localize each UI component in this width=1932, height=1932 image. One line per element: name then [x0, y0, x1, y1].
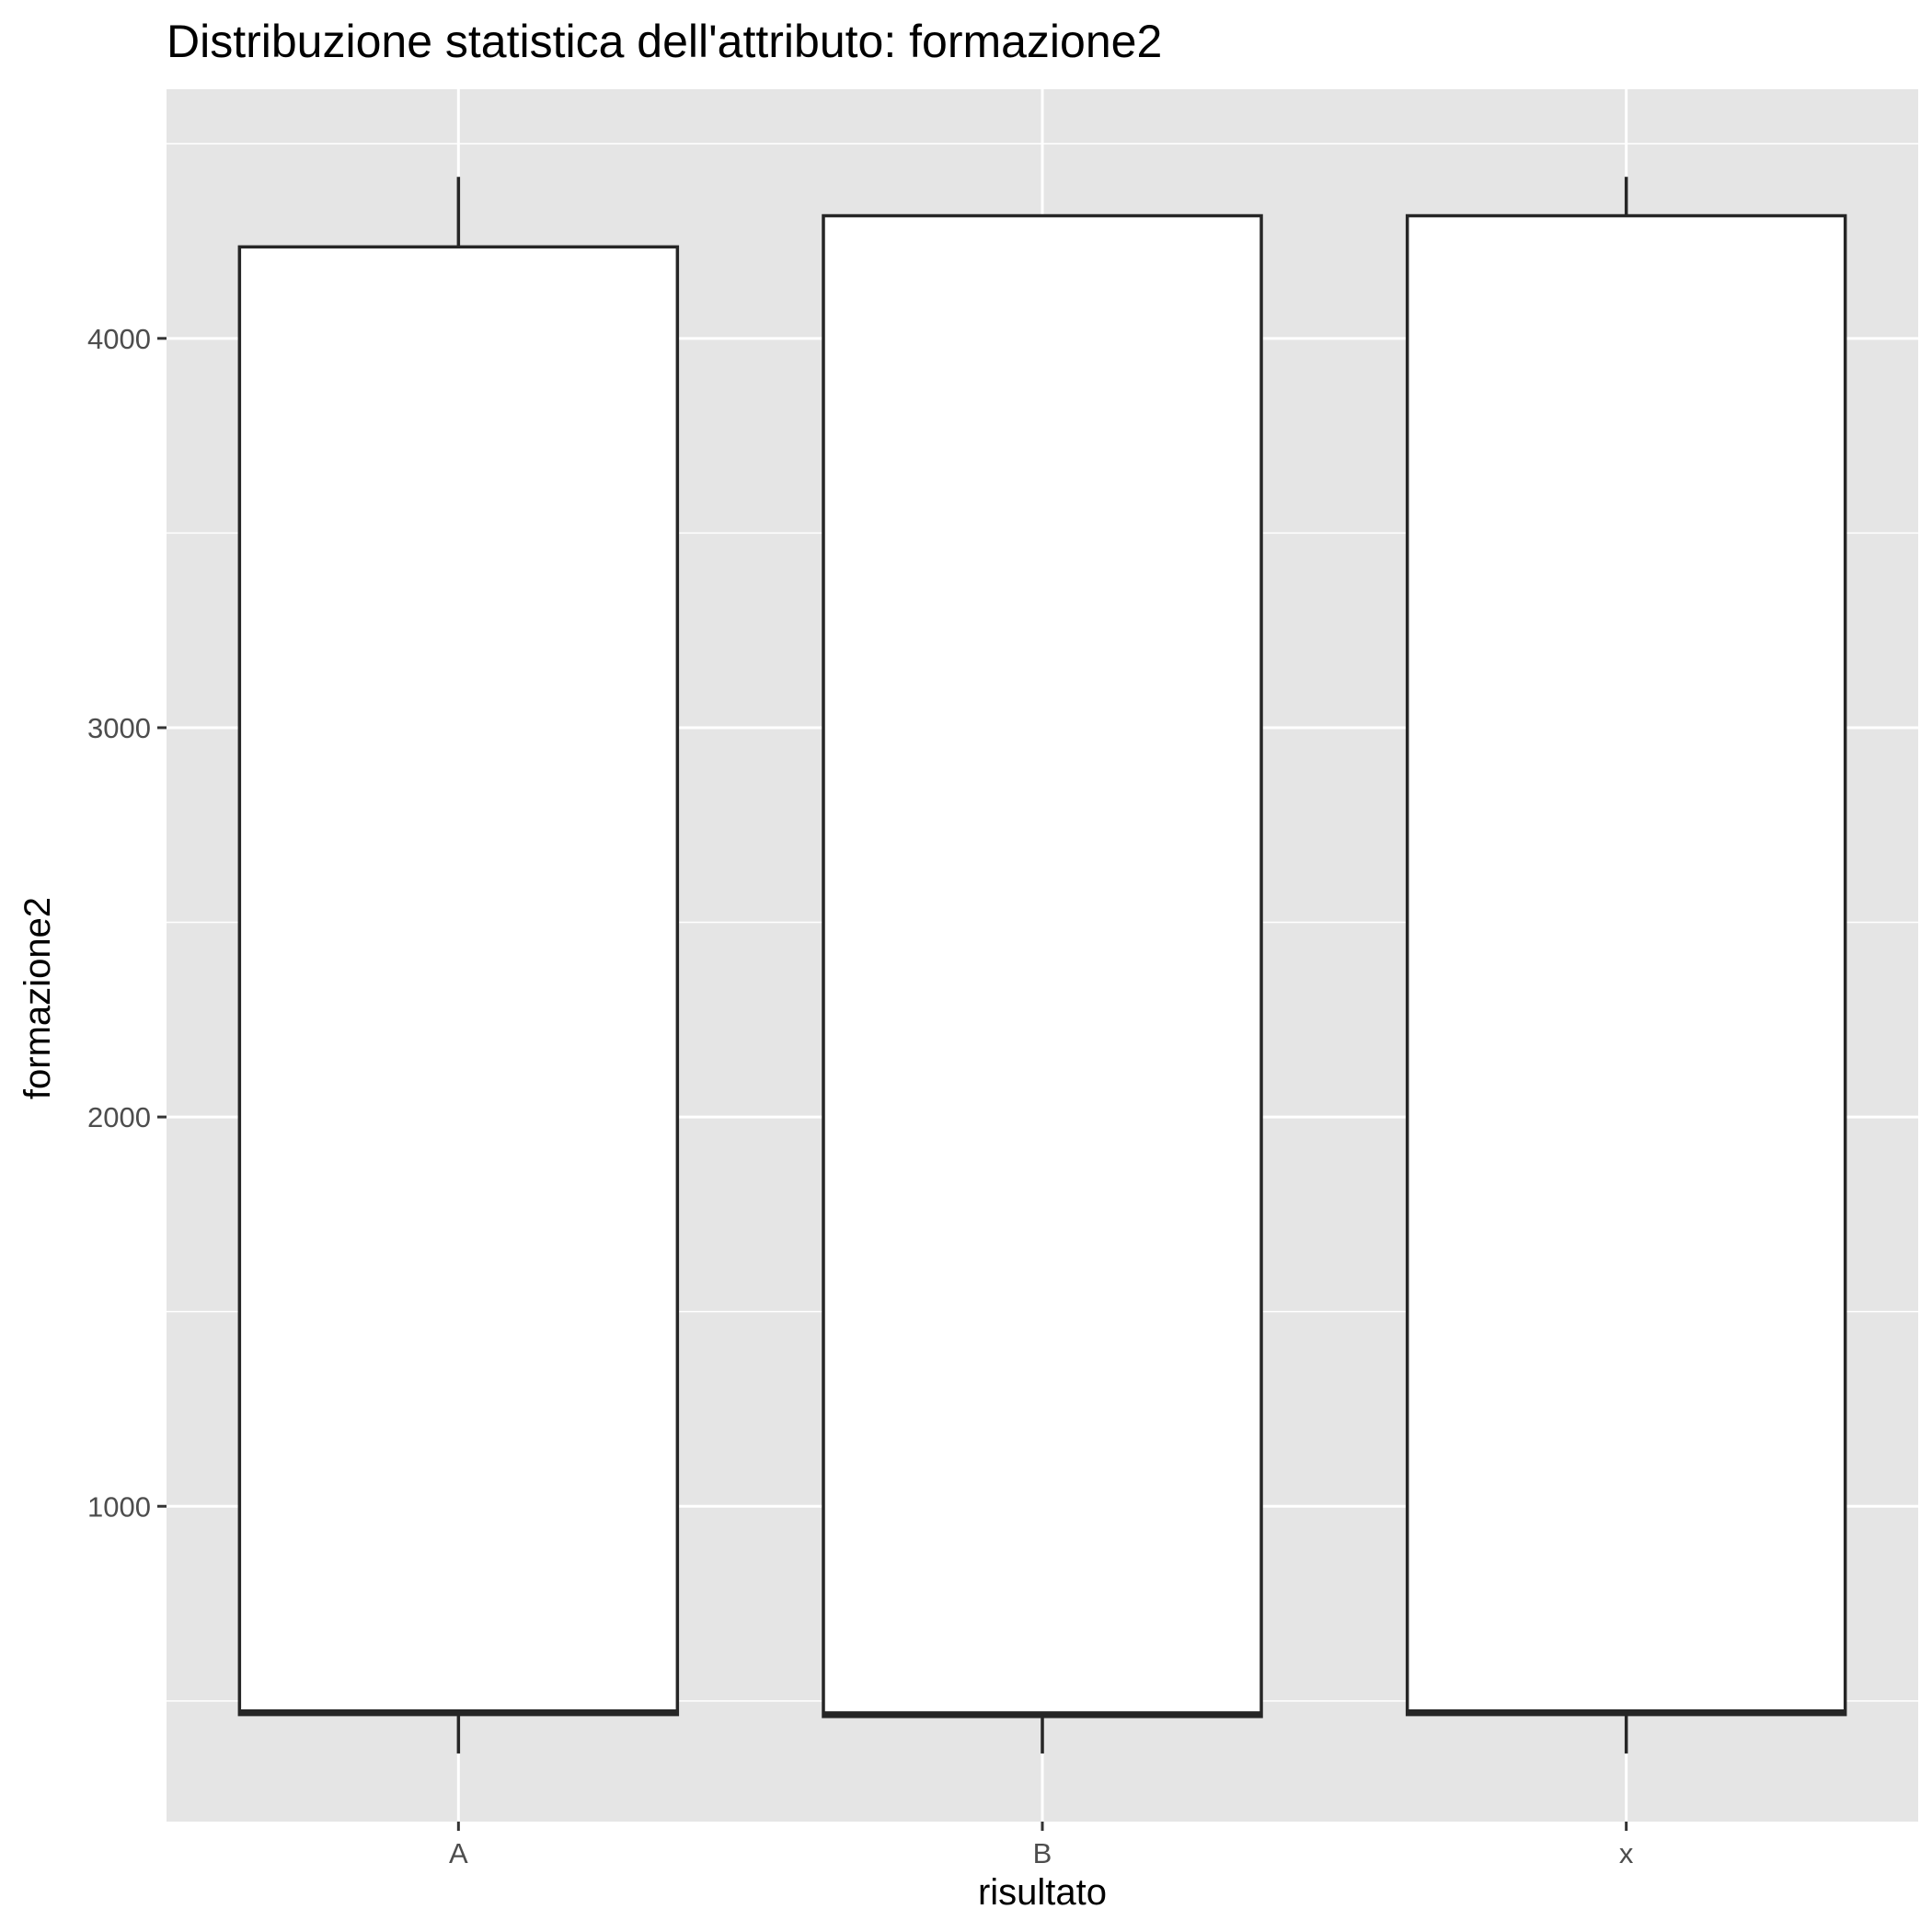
- x-tick-label: B: [1033, 1837, 1052, 1869]
- y-tick-label: 1000: [87, 1490, 151, 1523]
- y-axis-title: formazione2: [17, 897, 58, 1099]
- box-B: [822, 213, 1263, 1754]
- y-tick-label: 4000: [87, 323, 151, 355]
- y-tick-label: 3000: [87, 712, 151, 744]
- box-body: [1405, 213, 1847, 1717]
- chart-title: Distribuzione statistica dell'attributo:…: [167, 16, 1162, 67]
- x-axis-title: risultato: [978, 1872, 1107, 1913]
- y-tick-label: 2000: [87, 1101, 151, 1133]
- boxes-layer: [237, 177, 1847, 1754]
- box-body: [822, 213, 1263, 1719]
- box-A: [237, 177, 680, 1754]
- x-tick-label: A: [449, 1837, 468, 1869]
- box-x: [1405, 177, 1847, 1754]
- x-tick-label: x: [1619, 1837, 1634, 1869]
- box-body: [237, 245, 680, 1717]
- y-axis: 1000 2000 3000 4000: [87, 323, 167, 1523]
